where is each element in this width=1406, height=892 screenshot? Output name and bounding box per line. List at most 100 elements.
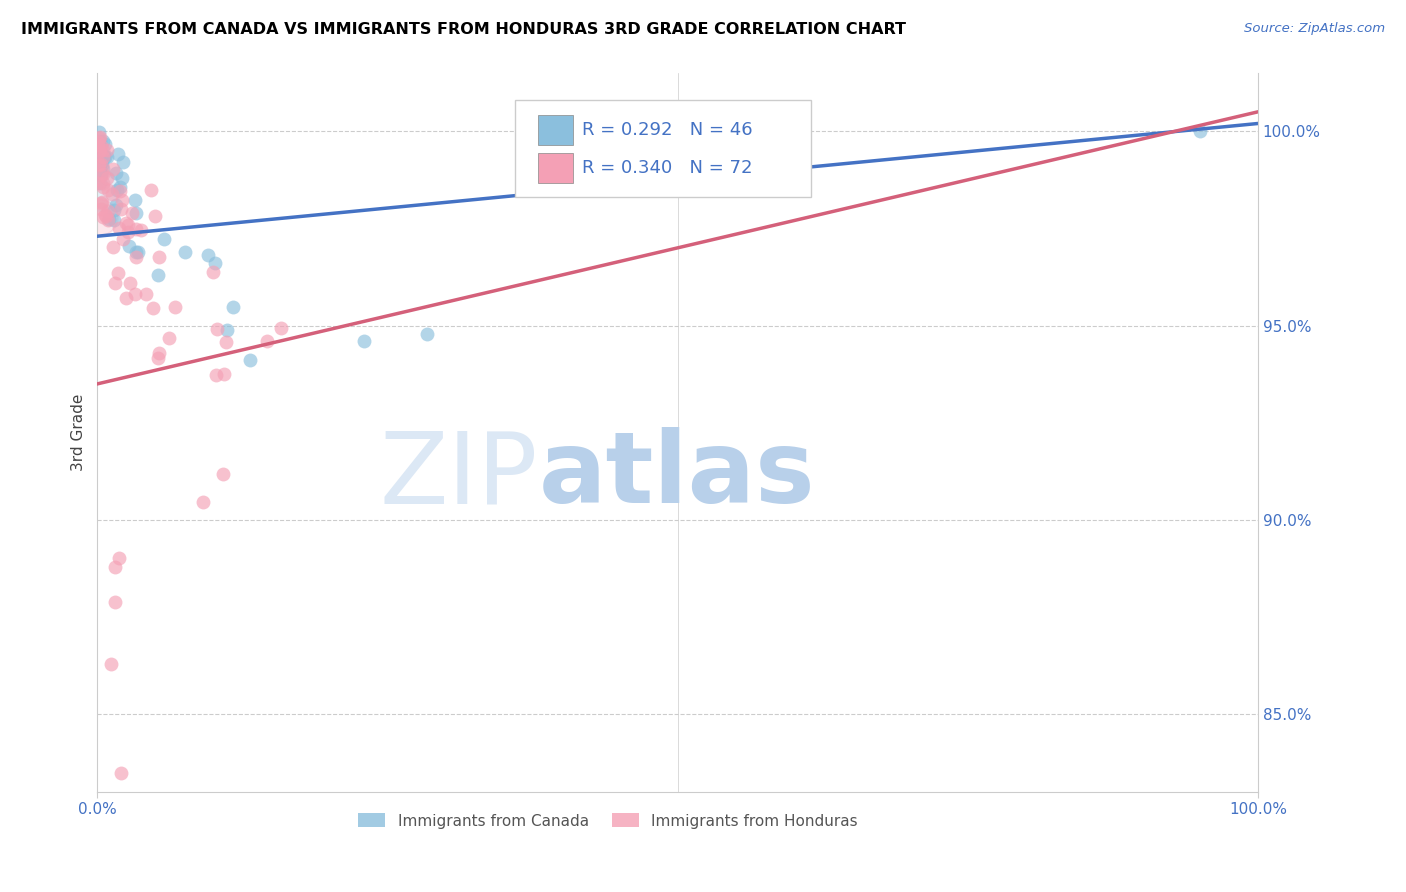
- Point: [103, 240, 125, 254]
- Point: [90, 153, 112, 167]
- Point: [90, 168, 112, 182]
- Point: [222, 300, 245, 314]
- Point: [104, 198, 127, 212]
- Text: R = 0.340   N = 72: R = 0.340 N = 72: [582, 159, 754, 177]
- Point: [89, 144, 111, 158]
- Point: [101, 162, 124, 177]
- Point: [93, 149, 115, 163]
- Point: [96, 150, 118, 164]
- Point: [212, 368, 235, 382]
- Point: [110, 765, 132, 780]
- Point: [91, 150, 114, 164]
- Point: [108, 180, 131, 194]
- Point: [96, 171, 118, 186]
- Point: [103, 202, 125, 217]
- Point: [87, 154, 110, 169]
- Point: [125, 222, 148, 236]
- Bar: [538, 153, 574, 183]
- Point: [104, 595, 127, 609]
- Point: [89, 134, 111, 148]
- Point: [90, 157, 112, 171]
- Point: [148, 346, 170, 360]
- Point: [101, 187, 124, 202]
- Point: [148, 250, 170, 264]
- Point: [96, 213, 118, 227]
- Point: [97, 183, 120, 197]
- Point: [121, 205, 143, 219]
- Point: [87, 125, 110, 139]
- Point: [87, 183, 110, 197]
- Point: [89, 129, 111, 144]
- Point: [89, 162, 111, 177]
- Point: [91, 143, 114, 157]
- Y-axis label: 3rd Grade: 3rd Grade: [72, 393, 86, 471]
- Point: [146, 351, 169, 365]
- Point: [93, 162, 115, 177]
- Point: [148, 268, 170, 283]
- Point: [124, 287, 146, 301]
- Point: [87, 210, 110, 224]
- Point: [103, 213, 125, 227]
- Point: [105, 183, 128, 197]
- Point: [91, 180, 114, 194]
- Point: [89, 176, 111, 190]
- Point: [204, 256, 226, 270]
- Text: IMMIGRANTS FROM CANADA VS IMMIGRANTS FROM HONDURAS 3RD GRADE CORRELATION CHART: IMMIGRANTS FROM CANADA VS IMMIGRANTS FRO…: [21, 22, 905, 37]
- Bar: [538, 115, 574, 145]
- Point: [100, 657, 122, 672]
- Point: [256, 334, 278, 349]
- Point: [91, 167, 114, 181]
- Point: [135, 286, 157, 301]
- Point: [112, 154, 135, 169]
- Point: [104, 166, 127, 180]
- Text: atlas: atlas: [538, 427, 815, 524]
- Point: [96, 143, 118, 157]
- Text: Source: ZipAtlas.com: Source: ZipAtlas.com: [1244, 22, 1385, 36]
- Point: [270, 320, 292, 334]
- Point: [197, 248, 219, 262]
- Point: [110, 202, 132, 216]
- Point: [201, 265, 224, 279]
- Point: [90, 156, 112, 170]
- Point: [174, 245, 197, 260]
- Point: [91, 176, 114, 190]
- Point: [94, 208, 117, 222]
- FancyBboxPatch shape: [515, 100, 811, 197]
- Point: [91, 210, 114, 224]
- Point: [124, 244, 146, 259]
- Point: [110, 170, 132, 185]
- Point: [124, 206, 146, 220]
- Point: [165, 300, 187, 314]
- Point: [91, 135, 114, 149]
- Point: [212, 467, 235, 481]
- Point: [89, 157, 111, 171]
- Point: [89, 151, 111, 165]
- Point: [90, 147, 112, 161]
- Point: [115, 217, 138, 231]
- Point: [89, 158, 111, 172]
- Point: [112, 232, 135, 246]
- Point: [416, 326, 439, 341]
- Point: [93, 150, 115, 164]
- Point: [1188, 124, 1211, 138]
- Point: [118, 277, 141, 291]
- Point: [90, 195, 112, 210]
- Point: [353, 334, 375, 348]
- Point: [124, 193, 146, 207]
- Point: [125, 250, 148, 264]
- Point: [107, 147, 129, 161]
- Point: [205, 321, 228, 335]
- Legend: Immigrants from Canada, Immigrants from Honduras: Immigrants from Canada, Immigrants from …: [352, 807, 865, 835]
- Point: [118, 239, 141, 253]
- Point: [142, 301, 165, 316]
- Point: [117, 218, 139, 232]
- Point: [87, 135, 110, 149]
- Point: [90, 195, 112, 210]
- Point: [215, 323, 238, 337]
- Point: [87, 138, 110, 153]
- Point: [89, 131, 111, 145]
- Point: [117, 225, 139, 239]
- Point: [94, 209, 117, 223]
- Point: [115, 292, 138, 306]
- Point: [157, 331, 180, 345]
